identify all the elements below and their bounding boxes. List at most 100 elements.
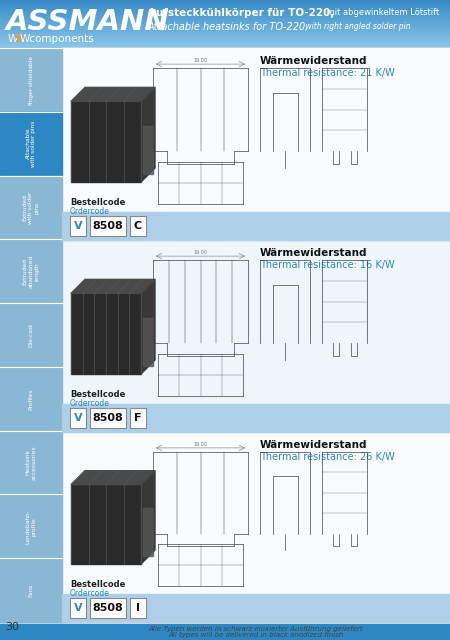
Bar [0, 30, 450, 31]
Bar [0, 33, 450, 35]
Text: Heatsink
accessories: Heatsink accessories [26, 445, 36, 480]
Bar [0, 2, 450, 3]
Bar [0, 35, 450, 36]
Bar [0, 6, 450, 7]
Bar [0, 0, 450, 1]
Bar [0, 26, 450, 27]
Bar [0, 1, 450, 3]
Bar [0, 46, 450, 47]
Text: Wärmewiderstand: Wärmewiderstand [260, 440, 368, 450]
Bar [71, 101, 141, 182]
Bar [0, 112, 62, 175]
Text: S: S [14, 34, 22, 44]
Bar [0, 431, 62, 495]
Bar [0, 28, 450, 29]
Bar [130, 598, 146, 618]
Bar [0, 43, 450, 44]
Bar [0, 303, 62, 367]
Text: 19.00: 19.00 [194, 442, 207, 447]
Bar [0, 48, 62, 112]
Bar [0, 239, 62, 303]
Bar [0, 42, 450, 44]
Bar [0, 40, 450, 42]
Text: 8508: 8508 [93, 221, 123, 231]
Text: Thermal resistance: 26 K/W: Thermal resistance: 26 K/W [260, 452, 395, 462]
Text: 19.00: 19.00 [194, 58, 207, 63]
Bar [0, 19, 450, 20]
Text: Fans: Fans [28, 584, 33, 596]
Bar [62, 48, 450, 622]
Text: V: V [74, 603, 82, 613]
Bar [0, 10, 450, 12]
Bar [0, 16, 450, 17]
Bar [62, 432, 450, 622]
Bar [0, 8, 450, 9]
Text: Bestellcode: Bestellcode [70, 390, 126, 399]
Bar [0, 22, 450, 23]
Text: I: I [136, 603, 140, 613]
Text: Ordercode: Ordercode [70, 399, 110, 408]
Bar [0, 8, 450, 10]
Text: Extruded
abandoned
length: Extruded abandoned length [22, 255, 39, 288]
Text: 19.00: 19.00 [194, 250, 207, 255]
Bar [0, 17, 450, 19]
Bar [0, 624, 450, 640]
Bar [0, 41, 450, 42]
Bar [0, 29, 450, 30]
Bar [90, 216, 126, 236]
Bar [0, 12, 450, 13]
Bar [90, 598, 126, 618]
Text: components: components [26, 34, 94, 44]
Text: ASSMANN: ASSMANN [6, 8, 170, 36]
Text: Wärmewiderstand: Wärmewiderstand [260, 56, 368, 66]
Bar [0, 35, 450, 36]
Bar [130, 216, 146, 236]
Bar [0, 367, 62, 431]
Bar [0, 4, 450, 6]
Text: Bestellcode: Bestellcode [70, 580, 126, 589]
Text: W: W [20, 34, 30, 44]
Text: 8508: 8508 [93, 603, 123, 613]
Bar [0, 28, 450, 29]
Polygon shape [141, 88, 155, 182]
Polygon shape [141, 470, 155, 564]
Bar [0, 14, 450, 15]
Bar [0, 47, 450, 48]
Bar [70, 408, 86, 428]
Text: V: V [74, 413, 82, 423]
Bar [0, 22, 450, 24]
Bar [0, 38, 450, 39]
Bar [0, 37, 450, 38]
Bar [0, 20, 450, 22]
Polygon shape [71, 470, 155, 484]
Bar [0, 19, 450, 20]
Bar [0, 31, 450, 32]
Bar [0, 44, 450, 45]
Bar [0, 32, 450, 33]
Bar [0, 175, 62, 239]
Text: C: C [134, 221, 142, 231]
Bar [130, 408, 146, 428]
Bar [0, 45, 450, 46]
Bar [0, 11, 450, 12]
Text: Extruded
with solder
pins: Extruded with solder pins [22, 191, 39, 223]
Text: All types will be delivered in black anodized finish: All types will be delivered in black ano… [168, 632, 344, 638]
Bar [0, 24, 450, 25]
Text: Attachable
with solder pins: Attachable with solder pins [26, 120, 36, 167]
Bar [0, 9, 450, 10]
Text: Ordercode: Ordercode [70, 207, 110, 216]
Text: Aufsteckkühlkörper für TO-220,: Aufsteckkühlkörper für TO-220, [148, 8, 334, 18]
Bar [0, 0, 450, 1]
Text: Thermal resistance: 16 K/W: Thermal resistance: 16 K/W [260, 260, 395, 270]
Bar [0, 13, 450, 14]
Bar [0, 3, 450, 4]
Bar [0, 558, 62, 622]
Bar [70, 598, 86, 618]
Bar [0, 34, 450, 35]
Bar [62, 240, 450, 432]
Text: Die-cast: Die-cast [28, 323, 33, 347]
Bar [143, 125, 153, 174]
Bar [71, 484, 141, 564]
Bar [62, 48, 450, 240]
Bar [0, 24, 450, 26]
